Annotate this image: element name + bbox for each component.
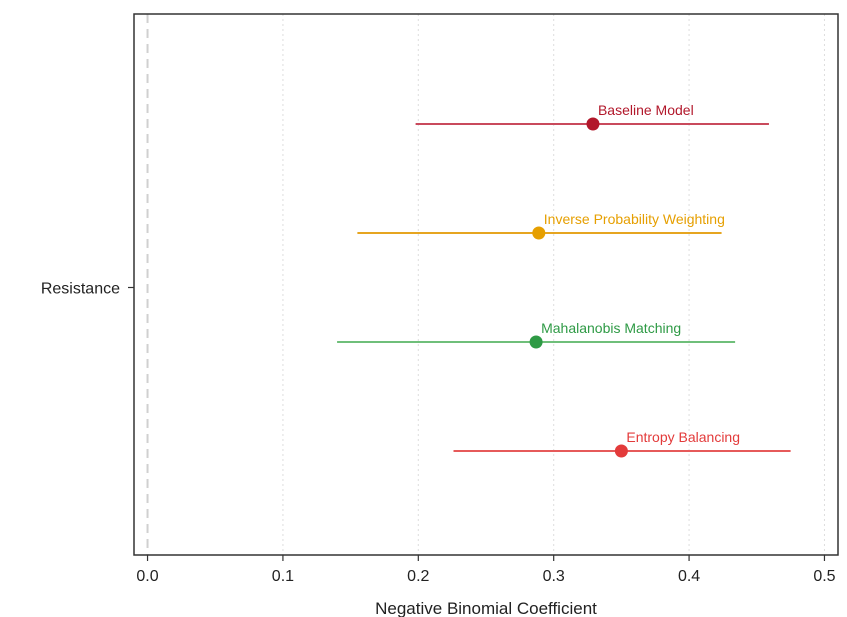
point-estimate: [614, 444, 628, 458]
series-layer: Baseline Model Inverse Probability Weight…: [337, 102, 791, 458]
x-tick-label: 0.5: [813, 568, 835, 585]
series-label: Baseline Model: [598, 102, 694, 118]
point-estimate: [529, 335, 543, 349]
x-axis: 0.0 0.1 0.2 0.3 0.4 0.5: [136, 555, 836, 585]
series-label: Inverse Probability Weighting: [544, 211, 725, 227]
point-estimate: [532, 226, 546, 240]
point-estimate: [586, 117, 600, 131]
series-baseline-model: Baseline Model: [415, 102, 769, 131]
series-label: Entropy Balancing: [626, 429, 740, 445]
x-tick-label: 0.0: [136, 568, 158, 585]
x-tick-label: 0.3: [543, 568, 565, 585]
y-axis: Resistance: [41, 281, 134, 298]
y-tick-label: Resistance: [41, 281, 120, 298]
plot-frame: [133, 13, 839, 556]
series-entropy-balancing: Entropy Balancing: [453, 429, 791, 458]
series-label: Mahalanobis Matching: [541, 320, 681, 336]
series-mahalanobis-matching: Mahalanobis Matching: [337, 320, 736, 349]
gridlines: [282, 14, 825, 555]
x-tick-label: 0.1: [272, 568, 294, 585]
x-tick-label: 0.4: [678, 568, 700, 585]
x-axis-label: Negative Binomial Coefficient: [375, 599, 597, 617]
x-tick-label: 0.2: [407, 568, 429, 585]
series-inverse-probability-weighting: Inverse Probability Weighting: [357, 211, 725, 240]
